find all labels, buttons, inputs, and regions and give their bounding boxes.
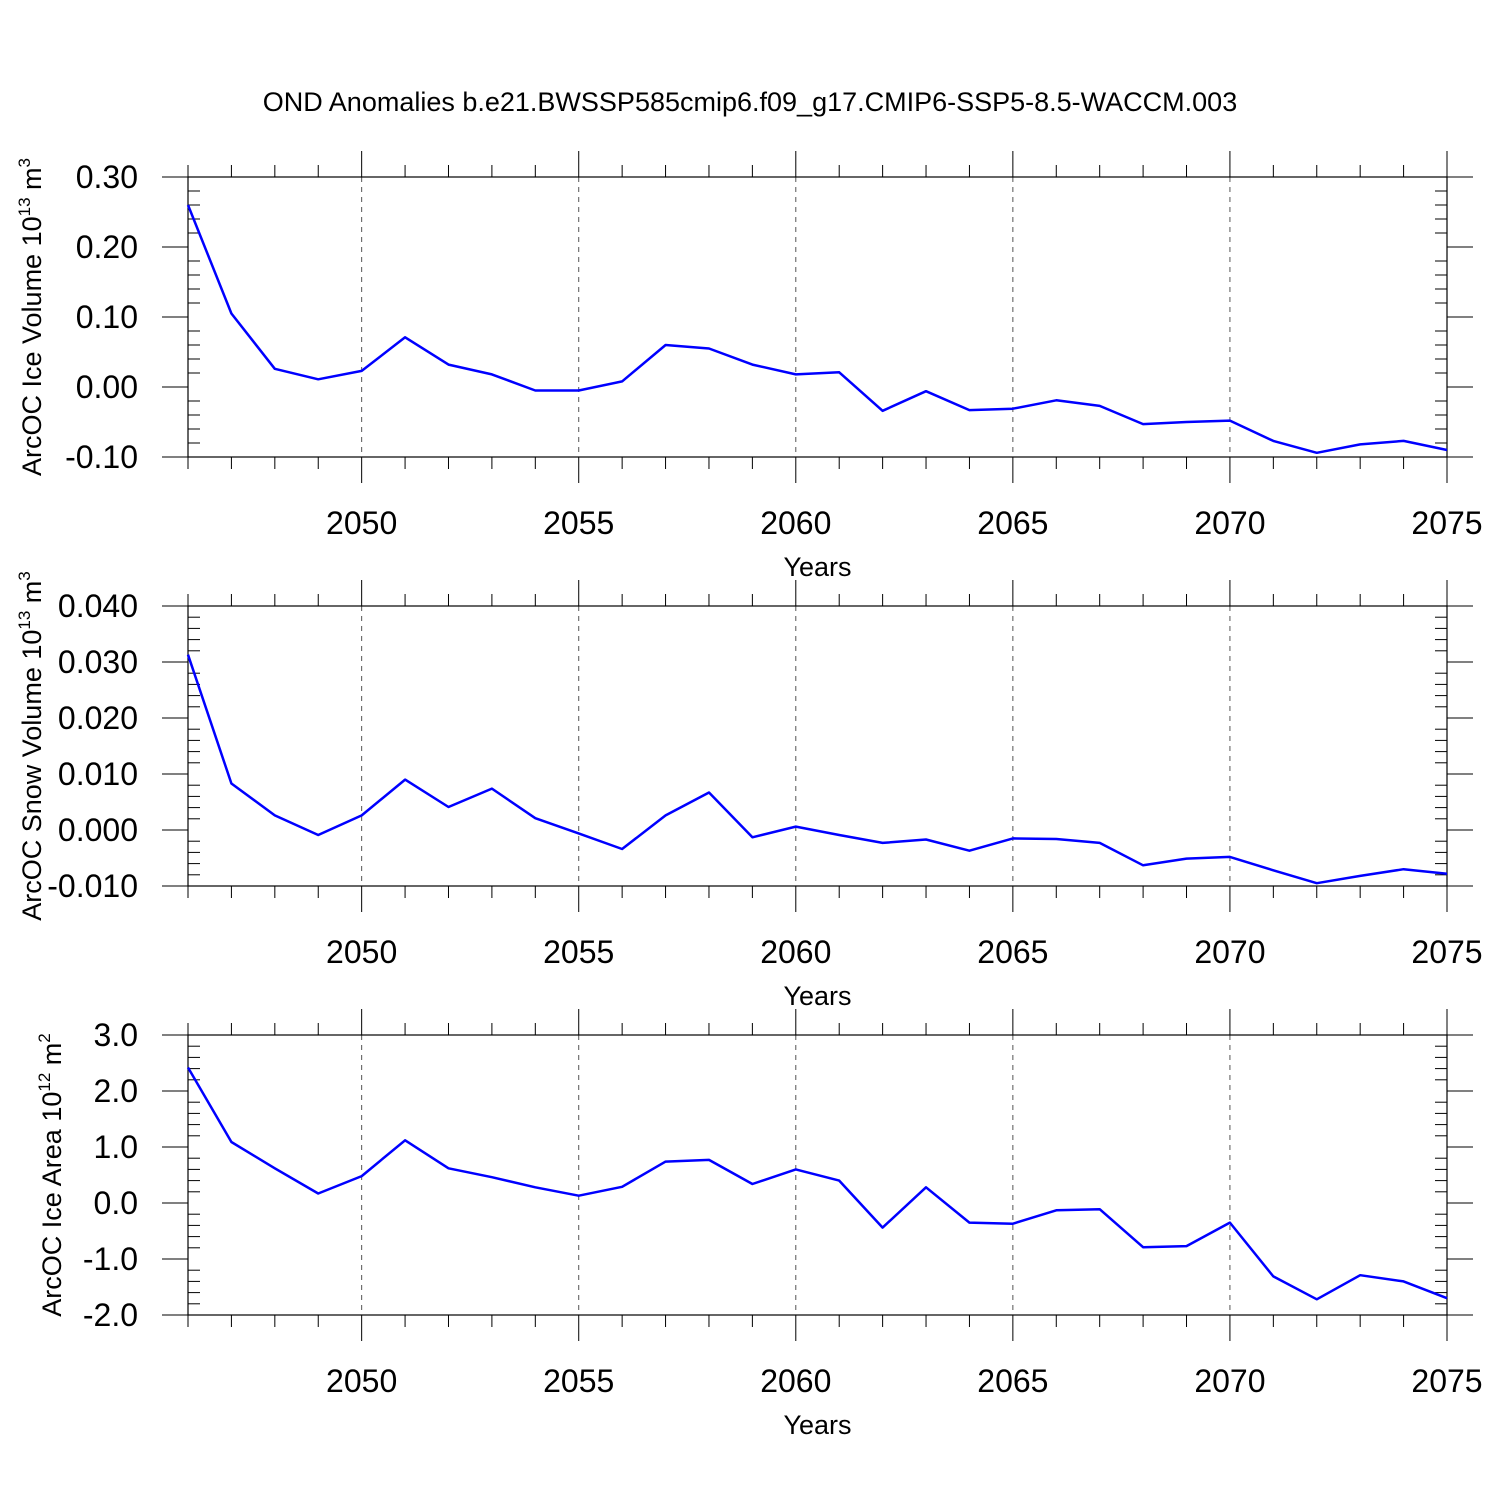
x-tick-label: 2055 — [543, 934, 614, 970]
plot-frame — [187, 1034, 1448, 1316]
plot-frame — [187, 176, 1448, 458]
series-line — [186, 204, 1448, 455]
panel-2: -0.010 0.000 0.010 0.020 0.030 0.040 2050 2055 2… — [15, 571, 1483, 1011]
x-tick-label: 2050 — [326, 505, 397, 541]
x-axis-label: Years — [783, 552, 851, 582]
x-tick-label: 2070 — [1194, 1363, 1265, 1399]
y-tick-label: 0.20 — [76, 229, 138, 265]
y-tick-label: 0.000 — [58, 812, 138, 848]
x-tick-label: 2060 — [760, 505, 831, 541]
x-tick-label: 2075 — [1411, 934, 1482, 970]
y-tick-label: 0.00 — [76, 369, 138, 405]
plot-frame — [187, 605, 1448, 887]
y-tick-label: 0.30 — [76, 159, 138, 195]
x-tick-label: 2065 — [977, 505, 1048, 541]
x-tick-label: 2070 — [1194, 934, 1265, 970]
x-tick-label: 2050 — [326, 934, 397, 970]
y-tick-label: 0.040 — [58, 588, 138, 624]
y-tick-label: -0.010 — [47, 868, 138, 904]
y-tick-label: -1.0 — [83, 1241, 138, 1277]
x-tick-label: 2065 — [977, 934, 1048, 970]
x-axis-label: Years — [783, 1410, 851, 1440]
y-tick-label: 0.0 — [94, 1185, 138, 1221]
y-tick-label: 0.030 — [58, 644, 138, 680]
panel-1: -0.10 0.00 0.10 0.20 0.30 2050 2055 2060 2065 207… — [15, 151, 1483, 582]
x-tick-label: 2055 — [543, 505, 614, 541]
series-line — [186, 654, 1448, 885]
y-axis-label: ArcOC Snow Volume 1013 m3 — [15, 571, 47, 921]
series-line — [186, 1066, 1448, 1301]
y-tick-label: 0.10 — [76, 299, 138, 335]
panel-3: -2.0 -1.0 0.0 1.0 2.0 3.0 2050 2055 2060 2065 2070… — [35, 1009, 1483, 1440]
x-axis-label: Years — [783, 981, 851, 1011]
panels: -0.10 0.00 0.10 0.20 0.30 2050 2055 2060 2065 207… — [15, 151, 1483, 1440]
y-tick-label: 0.010 — [58, 756, 138, 792]
x-tick-label: 2065 — [977, 1363, 1048, 1399]
y-tick-label: -0.10 — [65, 439, 138, 475]
y-tick-label: 3.0 — [94, 1017, 138, 1053]
x-tick-label: 2075 — [1411, 1363, 1482, 1399]
y-axis-label: ArcOC Ice Area 1012 m2 — [35, 1033, 67, 1317]
chart-title: OND Anomalies b.e21.BWSSP585cmip6.f09_g1… — [263, 87, 1237, 117]
y-tick-label: 1.0 — [94, 1129, 138, 1165]
x-tick-label: 2075 — [1411, 505, 1482, 541]
y-tick-label: 2.0 — [94, 1073, 138, 1109]
x-tick-label: 2060 — [760, 1363, 831, 1399]
y-tick-label: -2.0 — [83, 1297, 138, 1333]
x-tick-label: 2060 — [760, 934, 831, 970]
y-axis-label: ArcOC Ice Volume 1013 m3 — [15, 158, 47, 476]
y-tick-label: 0.020 — [58, 700, 138, 736]
x-tick-label: 2055 — [543, 1363, 614, 1399]
x-tick-label: 2050 — [326, 1363, 397, 1399]
x-tick-label: 2070 — [1194, 505, 1265, 541]
